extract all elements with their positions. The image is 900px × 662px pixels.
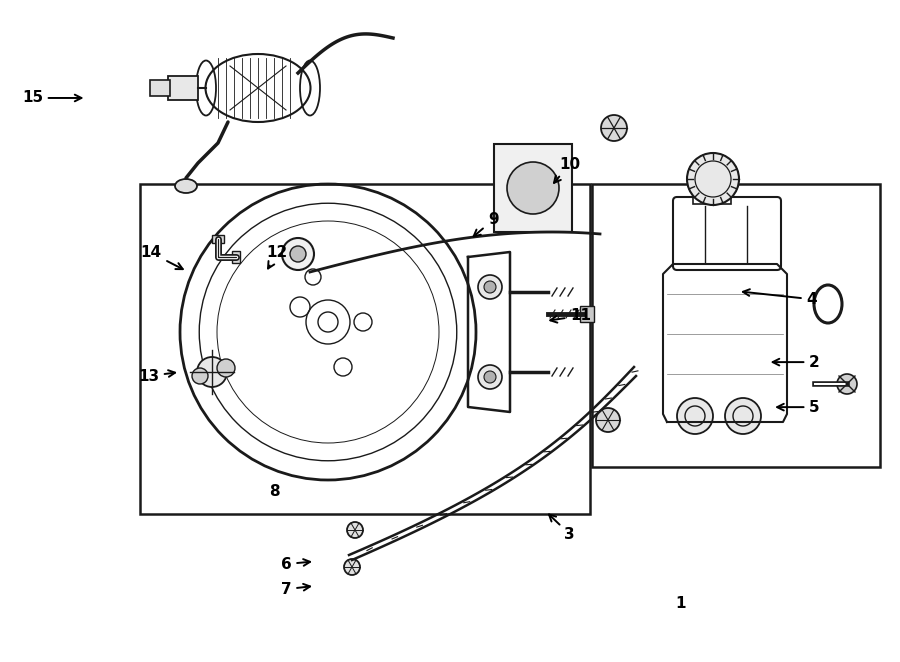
Text: 2: 2 [773, 355, 820, 369]
Text: 13: 13 [138, 369, 176, 383]
Circle shape [290, 246, 306, 262]
Circle shape [347, 522, 363, 538]
Circle shape [344, 559, 360, 575]
Text: 12: 12 [266, 246, 288, 269]
Bar [232, 251, 240, 263]
Text: 5: 5 [777, 400, 820, 414]
Circle shape [282, 238, 314, 270]
Text: 4: 4 [742, 289, 817, 307]
Bar [150, 80, 170, 96]
Text: 6: 6 [281, 557, 310, 571]
Ellipse shape [175, 179, 197, 193]
Circle shape [478, 275, 502, 299]
Text: 3: 3 [549, 514, 575, 542]
Bar [494, 144, 572, 232]
Text: 15: 15 [22, 91, 81, 105]
Circle shape [601, 115, 627, 141]
Circle shape [478, 365, 502, 389]
Circle shape [484, 281, 496, 293]
Text: 1: 1 [675, 596, 686, 611]
Circle shape [217, 359, 235, 377]
Bar [592, 184, 880, 467]
Circle shape [837, 374, 857, 394]
Circle shape [484, 371, 496, 383]
Circle shape [596, 408, 620, 432]
Bar [168, 76, 198, 100]
Text: 14: 14 [140, 246, 183, 269]
Circle shape [725, 398, 761, 434]
Circle shape [192, 368, 208, 384]
Text: 9: 9 [473, 213, 499, 236]
Text: 7: 7 [281, 582, 310, 596]
Text: 11: 11 [550, 308, 591, 323]
Circle shape [197, 357, 227, 387]
Circle shape [677, 398, 713, 434]
Bar [212, 235, 224, 243]
Bar [693, 190, 731, 204]
Bar [580, 306, 594, 322]
Circle shape [507, 162, 559, 214]
Text: 10: 10 [554, 157, 580, 183]
Circle shape [687, 153, 739, 205]
Bar [140, 184, 590, 514]
Text: 8: 8 [269, 484, 280, 498]
